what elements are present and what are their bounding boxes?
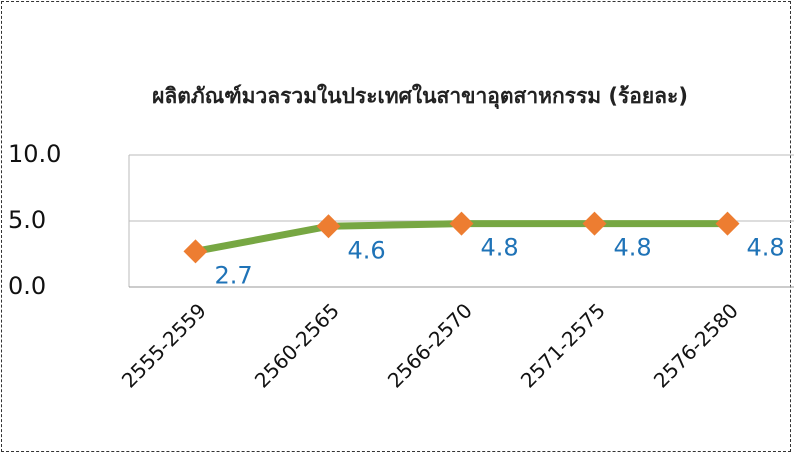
x-tick-label: 2555-2559 <box>117 298 211 392</box>
y-tick-label: 5.0 <box>8 206 46 234</box>
data-label: 2.7 <box>215 261 253 289</box>
marker <box>582 211 607 236</box>
y-tick-label: 0.0 <box>8 272 46 300</box>
x-tick-label: 2566-2570 <box>383 298 477 392</box>
data-label: 4.8 <box>747 234 785 262</box>
data-label: 4.6 <box>348 236 386 264</box>
y-tick-label: 10.0 <box>8 140 61 168</box>
marker <box>183 239 208 264</box>
data-label: 4.8 <box>481 234 519 262</box>
x-tick-label: 2571-2575 <box>516 298 610 392</box>
marker <box>316 214 341 239</box>
marker <box>449 211 474 236</box>
chart-title: ผลิตภัณฑ์มวลรวมในประเทศในสาขาอุตสาหกรรม … <box>152 84 688 108</box>
data-label: 4.8 <box>614 234 652 262</box>
x-tick-label: 2576-2580 <box>649 298 743 392</box>
marker <box>715 211 740 236</box>
x-tick-label: 2560-2565 <box>250 298 344 392</box>
